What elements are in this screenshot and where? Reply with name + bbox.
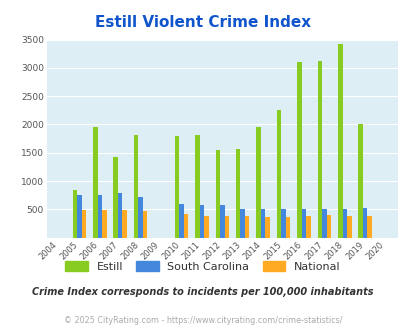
Text: Estill Violent Crime Index: Estill Violent Crime Index (95, 15, 310, 30)
Bar (358, 124, 362, 238)
Bar (301, 209, 305, 238)
Bar (276, 110, 281, 238)
Bar (281, 209, 285, 238)
Bar (215, 150, 220, 238)
Bar (199, 205, 204, 238)
Bar (179, 204, 183, 238)
Bar (143, 211, 147, 238)
Bar (342, 209, 346, 238)
Bar (240, 209, 244, 238)
Bar (305, 216, 310, 238)
Bar (367, 216, 371, 238)
Bar (337, 44, 342, 238)
Bar (260, 209, 265, 238)
Bar (81, 210, 86, 238)
Bar (183, 214, 188, 238)
Bar (204, 215, 208, 238)
Bar (265, 217, 269, 238)
Bar (362, 208, 367, 238)
Bar (296, 62, 301, 238)
Bar (256, 127, 260, 238)
Bar (138, 197, 143, 238)
Bar (122, 210, 127, 238)
Bar (326, 215, 330, 238)
Bar (77, 195, 81, 238)
Bar (285, 217, 290, 238)
Bar (174, 136, 179, 238)
Bar (220, 205, 224, 238)
Bar (102, 210, 106, 238)
Bar (113, 157, 118, 238)
Text: Crime Index corresponds to incidents per 100,000 inhabitants: Crime Index corresponds to incidents per… (32, 287, 373, 297)
Bar (118, 193, 122, 238)
Text: © 2025 CityRating.com - https://www.cityrating.com/crime-statistics/: © 2025 CityRating.com - https://www.city… (64, 316, 341, 325)
Bar (346, 215, 351, 238)
Bar (134, 135, 138, 238)
Legend: Estill, South Carolina, National: Estill, South Carolina, National (65, 261, 340, 272)
Bar (321, 209, 326, 238)
Bar (72, 189, 77, 238)
Bar (93, 127, 97, 238)
Bar (97, 195, 102, 238)
Bar (317, 61, 321, 238)
Bar (195, 135, 199, 238)
Bar (244, 216, 249, 238)
Bar (235, 149, 240, 238)
Bar (224, 215, 228, 238)
